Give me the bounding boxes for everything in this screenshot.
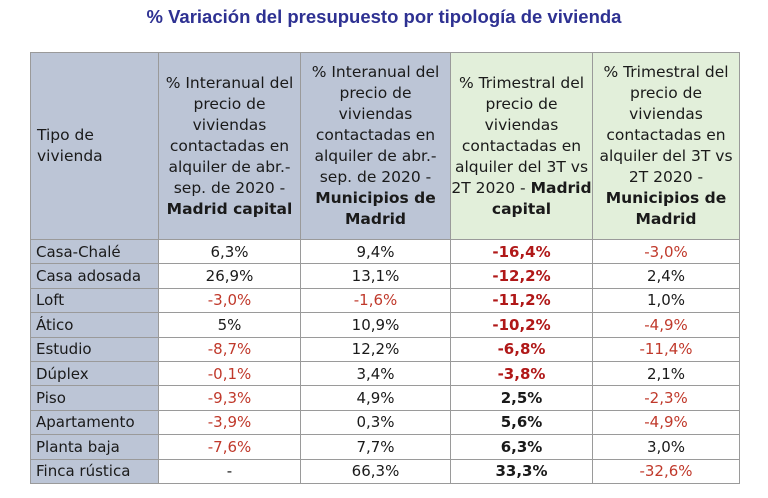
table-row: Piso -9,3% 4,9% 2,5% -2,3% xyxy=(30,385,740,411)
header-bold: Municipios de Madrid xyxy=(605,189,727,228)
table-cell: 2,5% xyxy=(450,385,593,411)
header-bold: Municipios de Madrid xyxy=(315,189,436,228)
table-cell: 66,3% xyxy=(300,458,451,484)
table-row: Estudio -8,7% 12,2% -6,8% -11,4% xyxy=(30,336,740,362)
table-cell: -10,2% xyxy=(450,312,593,338)
table-row: Apartamento -3,9% 0,3% 5,6% -4,9% xyxy=(30,409,740,436)
table-cell: 3,4% xyxy=(300,360,451,387)
table-cell: -3,8% xyxy=(450,360,593,387)
row-label: Finca rústica xyxy=(30,458,159,484)
table-cell: -8,7% xyxy=(158,336,301,362)
table-cell: 12,2% xyxy=(300,336,451,362)
table-cell: -3,0% xyxy=(158,287,301,314)
table-body: Casa-Chalé 6,3% 9,4% -16,4% -3,0% Casa adosad… xyxy=(30,238,740,484)
table-cell: -32,6% xyxy=(592,458,740,484)
header-interanual-municipios: % Interanual del precio de viviendas con… xyxy=(300,52,451,240)
table-cell: -9,3% xyxy=(158,385,301,411)
table-cell: 3,0% xyxy=(592,434,740,460)
table-row: Ático 5% 10,9% -10,2% -4,9% xyxy=(30,312,740,338)
table-cell: -2,3% xyxy=(592,385,740,411)
table-cell: -3,0% xyxy=(592,238,740,265)
row-label: Planta baja xyxy=(30,434,159,460)
table-cell: 1,0% xyxy=(592,287,740,314)
table-cell: 6,3% xyxy=(158,238,301,265)
table-cell: -4,9% xyxy=(592,409,740,436)
row-label: Casa-Chalé xyxy=(30,238,159,265)
table-cell: 26,9% xyxy=(158,263,301,289)
table-cell: - xyxy=(158,458,301,484)
row-label: Ático xyxy=(30,312,159,338)
header-bold: Madrid capital xyxy=(166,199,293,218)
table-row: Dúplex -0,1% 3,4% -3,8% 2,1% xyxy=(30,360,740,387)
header-text: % Trimestral del precio de viviendas con… xyxy=(451,73,589,197)
table-cell: -12,2% xyxy=(450,263,593,289)
row-label: Dúplex xyxy=(30,360,159,387)
header-tipo: Tipo de vivienda xyxy=(30,52,159,240)
budget-variation-table: Tipo de vivienda % Interanual del precio… xyxy=(30,52,740,484)
table-cell: -1,6% xyxy=(300,287,451,314)
table-row: Loft -3,0% -1,6% -11,2% 1,0% xyxy=(30,287,740,314)
table-cell: 2,4% xyxy=(592,263,740,289)
row-label: Apartamento xyxy=(30,409,159,436)
table-cell: 5,6% xyxy=(450,409,593,436)
table-cell: -3,9% xyxy=(158,409,301,436)
row-label: Piso xyxy=(30,385,159,411)
row-label: Loft xyxy=(30,287,159,314)
header-trimestral-municipios: % Trimestral del precio de viviendas con… xyxy=(592,52,740,240)
header-row: Tipo de vivienda % Interanual del precio… xyxy=(30,52,740,240)
table-row: Casa adosada 26,9% 13,1% -12,2% 2,4% xyxy=(30,263,740,289)
table-cell: 10,9% xyxy=(300,312,451,338)
row-label: Estudio xyxy=(30,336,159,362)
header-trimestral-capital: % Trimestral del precio de viviendas con… xyxy=(450,52,593,240)
header-text: % Interanual del precio de viviendas con… xyxy=(311,63,440,186)
table-cell: -4,9% xyxy=(592,312,740,338)
table-cell: 13,1% xyxy=(300,263,451,289)
table-cell: -11,2% xyxy=(450,287,593,314)
table-cell: -11,4% xyxy=(592,336,740,362)
table-cell: -0,1% xyxy=(158,360,301,387)
table-cell: 7,7% xyxy=(300,434,451,460)
header-interanual-capital: % Interanual del precio de viviendas con… xyxy=(158,52,301,240)
header-text: % Trimestral del precio de viviendas con… xyxy=(599,63,733,186)
table-row: Finca rústica -66,3% 33,3% -32,6% xyxy=(30,458,740,484)
row-label: Casa adosada xyxy=(30,263,159,289)
header-text: % Interanual del precio de viviendas con… xyxy=(165,73,294,197)
table-cell: 4,9% xyxy=(300,385,451,411)
table-cell: -16,4% xyxy=(450,238,593,265)
page-title: % Variación del presupuesto por tipologí… xyxy=(146,6,622,27)
table-cell: 5% xyxy=(158,312,301,338)
table-row: Casa-Chalé 6,3% 9,4% -16,4% -3,0% xyxy=(30,238,740,265)
header-tipo-text: Tipo de vivienda xyxy=(37,126,103,165)
table-row: Planta baja -7,6% 7,7% 6,3% 3,0% xyxy=(30,434,740,460)
table-cell: 2,1% xyxy=(592,360,740,387)
table-cell: 9,4% xyxy=(300,238,451,265)
table-cell: 33,3% xyxy=(450,458,593,484)
table-cell: 0,3% xyxy=(300,409,451,436)
table-cell: -7,6% xyxy=(158,434,301,460)
table-cell: -6,8% xyxy=(450,336,593,362)
table-cell: 6,3% xyxy=(450,434,593,460)
header-bold: Madrid capital xyxy=(491,178,592,218)
